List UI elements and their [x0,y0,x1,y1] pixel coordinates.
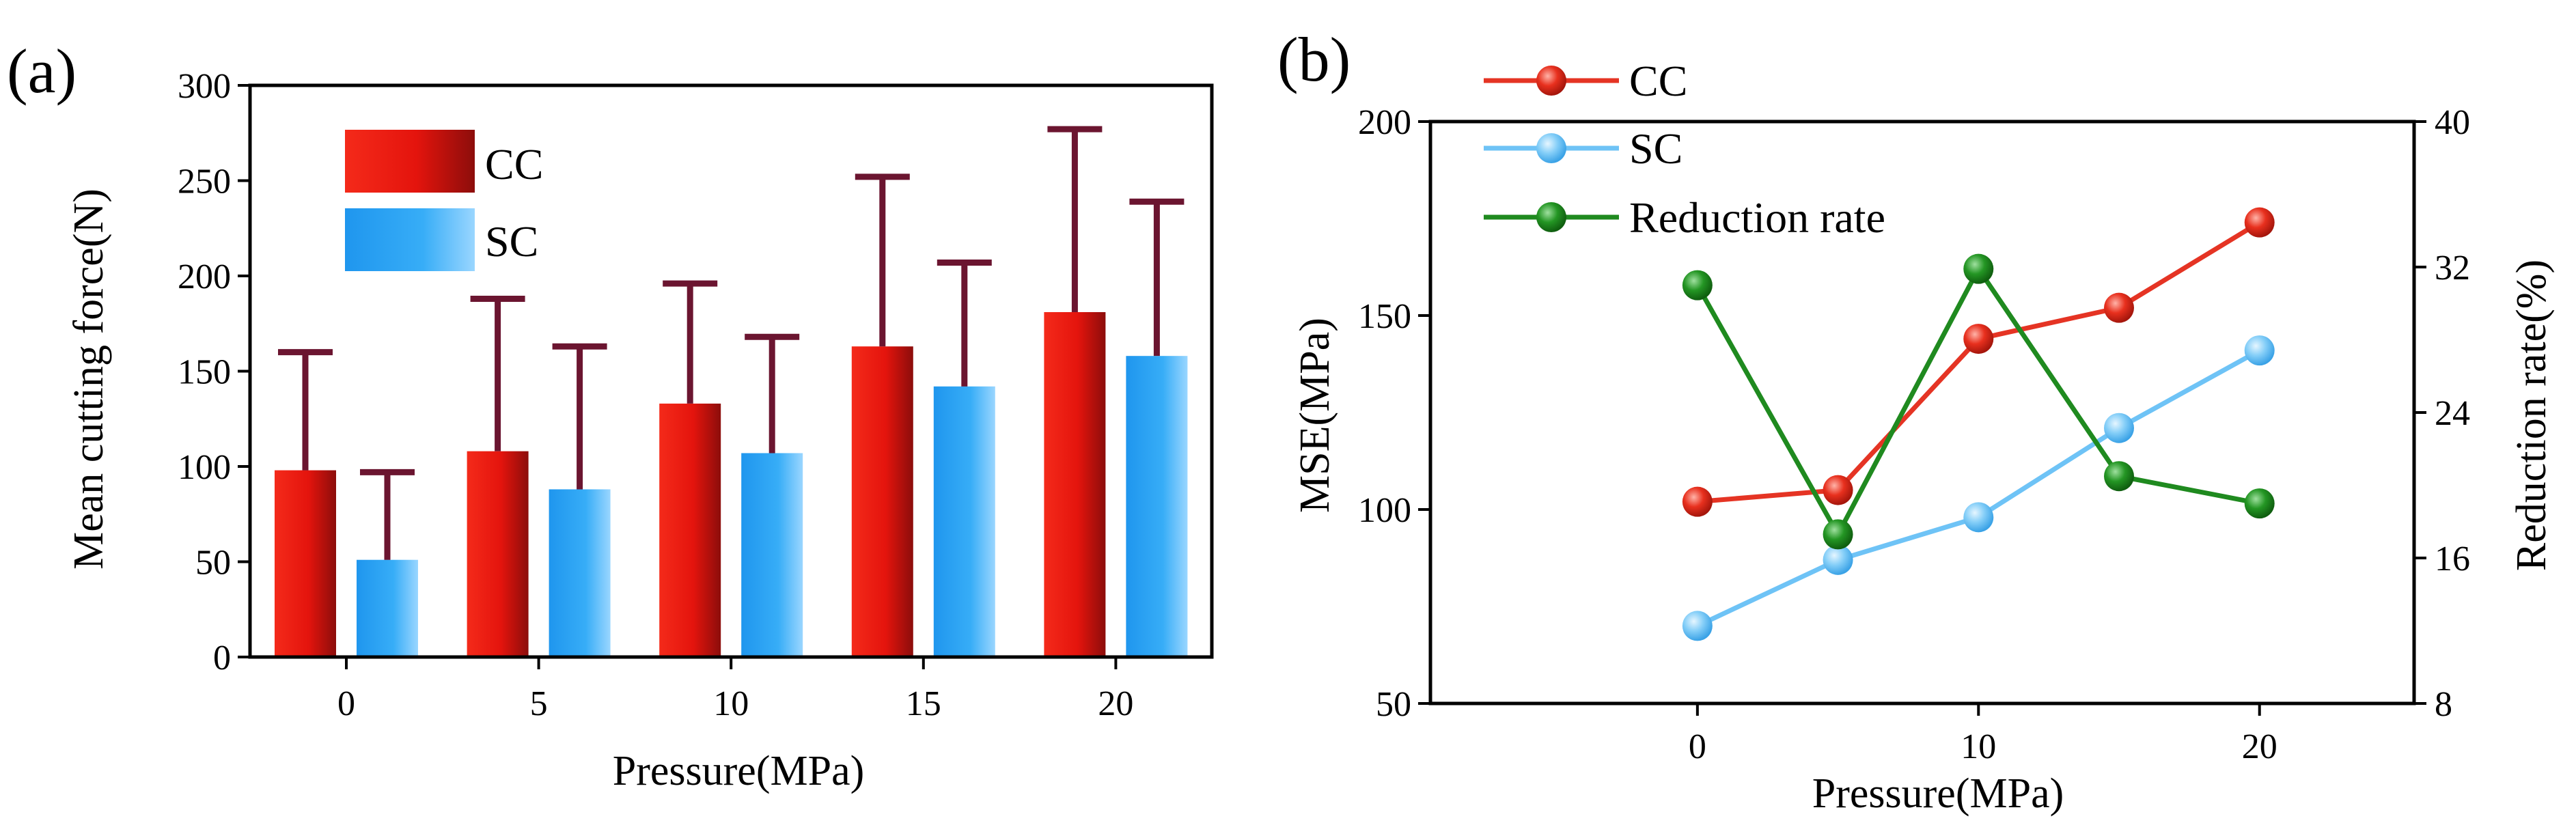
panel-a-bar-chart: (a) Mean cutting force(N) Pressure(MPa) … [7,36,1214,794]
y-tick-label: 250 [178,163,231,201]
panel-b-y2-axis-label: Reduction rate(%) [2508,260,2555,571]
point-reduction-rate-0 [1682,270,1713,301]
x-tick-label: 10 [713,684,749,723]
point-sc-10 [1963,502,1994,533]
x-tick-label: 20 [2242,727,2277,766]
legend-cc-label: CC [1629,57,1687,105]
legend-cc-label: CC [485,140,543,188]
y-tick-label: 300 [178,67,231,106]
x-tick-label: 0 [337,684,355,723]
panel-a-plot-frame [248,83,1214,659]
panel-b-y-axis-label: MSE(MPa) [1292,318,1338,513]
bar-cc-15 [851,346,913,657]
point-sc-0 [1682,611,1713,641]
panel-b-x-axis-label: Pressure(MPa) [1812,770,2064,817]
x-tick-label: 0 [1689,727,1706,766]
x-tick-label: 20 [1098,684,1133,723]
y-tick-label: 50 [1376,685,1411,724]
bar-cc-0 [275,470,336,657]
point-cc-0 [1682,486,1713,517]
bar-sc-10 [741,453,803,657]
legend-sc-marker [1536,133,1566,163]
panel-b-ticks: 0 10 20 50 100 150 200 8 16 24 32 40 [1358,103,2470,766]
x-tick-label: 10 [1961,727,1996,766]
bar-cc-5 [467,451,529,657]
y2-tick-label: 16 [2435,540,2470,578]
y2-tick-label: 24 [2435,394,2470,433]
legend-sc-label: SC [1629,124,1682,173]
panel-a-label: (a) [7,36,77,106]
point-cc-5 [1823,475,1853,505]
y-tick-label: 150 [1358,297,1411,336]
y-tick-label: 150 [178,353,231,392]
point-cc-20 [2244,207,2275,238]
legend-sc-label: SC [485,217,538,266]
x-tick-label: 15 [906,684,941,723]
legend-cc-swatch [345,130,475,193]
bar-cc-20 [1044,312,1106,657]
point-reduction-rate-10 [1963,253,1994,284]
y-tick-label: 200 [1358,103,1411,142]
panel-a-bars [275,312,1188,657]
legend-reduction-rate-label: Reduction rate [1629,193,1885,242]
legend-sc-swatch [345,208,475,271]
panel-b-legend: CC SC Reduction rate [1484,57,1885,242]
legend-reduction-rate-marker [1536,202,1566,232]
point-reduction-rate-20 [2244,488,2275,519]
legend-cc-marker [1536,66,1566,96]
point-sc-5 [1823,544,1853,575]
y2-tick-label: 40 [2435,103,2470,142]
bar-sc-5 [549,489,611,657]
panel-a-y-axis-label: Mean cutting force(N) [66,188,112,570]
panel-a-error-bars [278,126,1185,560]
bar-sc-0 [357,559,418,657]
point-reduction-rate-5 [1823,519,1853,550]
panel-b-line-chart: (b) MSE(MPa) Reduction rate(%) Pressure(… [1277,25,2555,817]
panel-b-label: (b) [1277,25,1351,94]
y-tick-label: 0 [213,639,231,678]
point-sc-15 [2104,413,2134,443]
y-tick-label: 50 [195,544,231,583]
panel-a-x-axis-label: Pressure(MPa) [613,748,865,794]
point-reduction-rate-15 [2104,461,2134,492]
x-tick-label: 5 [530,684,548,723]
y2-tick-label: 32 [2435,249,2470,288]
panel-a-legend: CC SC [345,130,543,271]
panel-b-series [1682,207,2275,641]
panel-b-plot-frame [1428,120,2416,706]
bar-cc-10 [659,403,721,657]
y-tick-label: 200 [178,257,231,296]
y-tick-label: 100 [1358,491,1411,530]
point-sc-20 [2244,335,2275,366]
point-cc-15 [2104,292,2134,323]
y2-tick-label: 8 [2435,685,2452,724]
bar-sc-20 [1126,356,1188,657]
point-cc-10 [1963,324,1994,354]
bar-sc-15 [933,386,995,657]
y-tick-label: 100 [178,448,231,487]
